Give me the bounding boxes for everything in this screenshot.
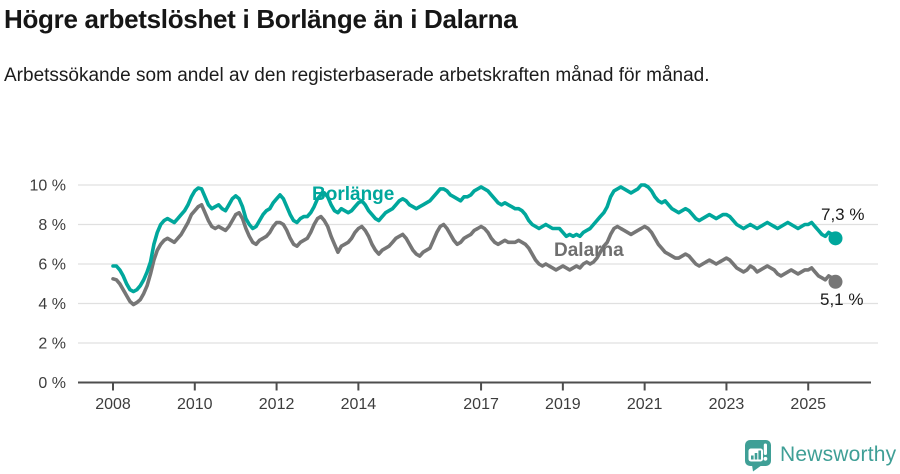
y-tick-label: 2 % [38, 336, 66, 353]
x-tick-label: 2010 [177, 396, 213, 413]
end-value-label-dalarna: 5,1 % [820, 290, 864, 309]
chart-title: Högre arbetslöshet i Borlänge än i Dalar… [4, 4, 518, 34]
x-tick-label: 2008 [95, 396, 131, 413]
chart-subtitle: Arbetssökande som andel av den registerb… [4, 65, 710, 86]
y-tick-label: 8 % [38, 217, 66, 234]
series-label-dalarna: Dalarna [554, 240, 624, 261]
y-tick-label: 0 % [38, 375, 66, 392]
end-dot-borlänge [828, 231, 843, 246]
newsworthy-logo-icon [745, 439, 771, 471]
series-line-dalarna [111, 203, 838, 307]
x-tick-label: 2023 [709, 396, 745, 413]
x-tick-label: 2014 [341, 396, 377, 413]
x-tick-label: 2017 [463, 396, 499, 413]
y-tick-label: 4 % [38, 296, 66, 313]
end-value-label-borlange: 7,3 % [821, 205, 865, 224]
series-lines [111, 183, 838, 307]
series-label-borlange: Borlänge [312, 184, 395, 205]
series-end-dots [828, 231, 843, 289]
end-dot-dalarna [828, 274, 843, 289]
x-tick-label: 2012 [259, 396, 295, 413]
y-axis-labels: 0 % 2 % 4 % 6 % 8 % 10 % [30, 178, 66, 393]
x-tick-label: 2025 [790, 396, 826, 413]
x-tick-label: 2019 [545, 396, 581, 413]
newsworthy-brand-text: Newsworthy [780, 443, 897, 466]
x-tick-label: 2021 [627, 396, 663, 413]
y-tick-label: 6 % [38, 257, 66, 274]
y-tick-label: 10 % [30, 178, 66, 195]
x-axis: 2008 2010 2012 2014 2017 2019 2021 2023 2025 [78, 381, 871, 413]
series-line-borlänge [111, 183, 838, 294]
newsworthy-logo: Newsworthy [744, 438, 896, 472]
